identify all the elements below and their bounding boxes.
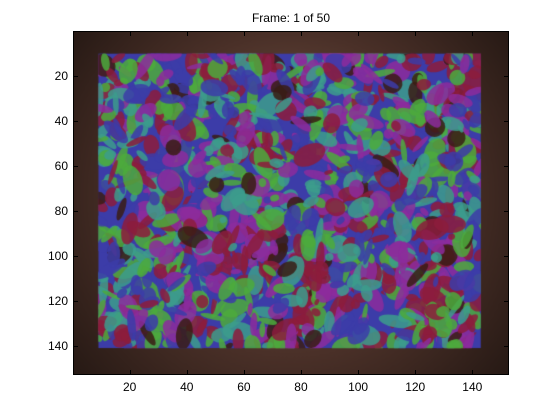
y-tick-label: 60 bbox=[54, 158, 68, 173]
x-tick-mark bbox=[300, 32, 302, 36]
y-tick-mark bbox=[74, 300, 78, 302]
y-tick-label: 40 bbox=[54, 113, 68, 128]
y-tick-mark bbox=[504, 345, 508, 347]
x-tick-label: 100 bbox=[348, 380, 369, 394]
x-tick-label: 20 bbox=[122, 380, 137, 394]
x-tick-label: 80 bbox=[294, 380, 308, 394]
x-tick-mark bbox=[300, 370, 302, 374]
x-tick-mark bbox=[129, 32, 131, 36]
x-tick-mark bbox=[186, 32, 188, 36]
y-tick-mark bbox=[504, 255, 508, 257]
x-tick-mark bbox=[358, 32, 360, 36]
x-tick-mark bbox=[129, 370, 131, 374]
y-tick-label: 20 bbox=[54, 68, 68, 83]
x-tick-mark bbox=[186, 370, 188, 374]
y-tick-mark bbox=[74, 75, 78, 77]
y-tick-label: 120 bbox=[47, 293, 68, 308]
y-tick-mark bbox=[74, 120, 78, 122]
y-tick-label: 140 bbox=[47, 338, 68, 353]
x-tick-mark bbox=[243, 32, 245, 36]
y-tick-mark bbox=[74, 165, 78, 167]
segmentation-overlay-image bbox=[74, 32, 508, 374]
y-tick-mark bbox=[74, 345, 78, 347]
x-tick-label: 60 bbox=[237, 380, 251, 394]
x-tick-mark bbox=[415, 32, 417, 36]
y-tick-label: 100 bbox=[47, 248, 68, 263]
x-tick-label: 140 bbox=[462, 380, 483, 394]
x-tick-label: 120 bbox=[405, 380, 426, 394]
x-tick-mark bbox=[472, 32, 474, 36]
x-tick-mark bbox=[243, 370, 245, 374]
y-tick-mark bbox=[504, 210, 508, 212]
x-tick-mark bbox=[472, 370, 474, 374]
y-tick-mark bbox=[504, 120, 508, 122]
x-tick-mark bbox=[358, 370, 360, 374]
y-tick-mark bbox=[504, 300, 508, 302]
x-tick-mark bbox=[415, 370, 417, 374]
y-tick-mark bbox=[504, 165, 508, 167]
y-tick-mark bbox=[74, 255, 78, 257]
y-tick-mark bbox=[74, 210, 78, 212]
axes-area[interactable] bbox=[74, 32, 508, 374]
figure-title: Frame: 1 of 50 bbox=[251, 11, 331, 25]
y-tick-label: 80 bbox=[54, 203, 68, 218]
x-tick-label: 40 bbox=[180, 380, 194, 394]
y-tick-mark bbox=[504, 75, 508, 77]
